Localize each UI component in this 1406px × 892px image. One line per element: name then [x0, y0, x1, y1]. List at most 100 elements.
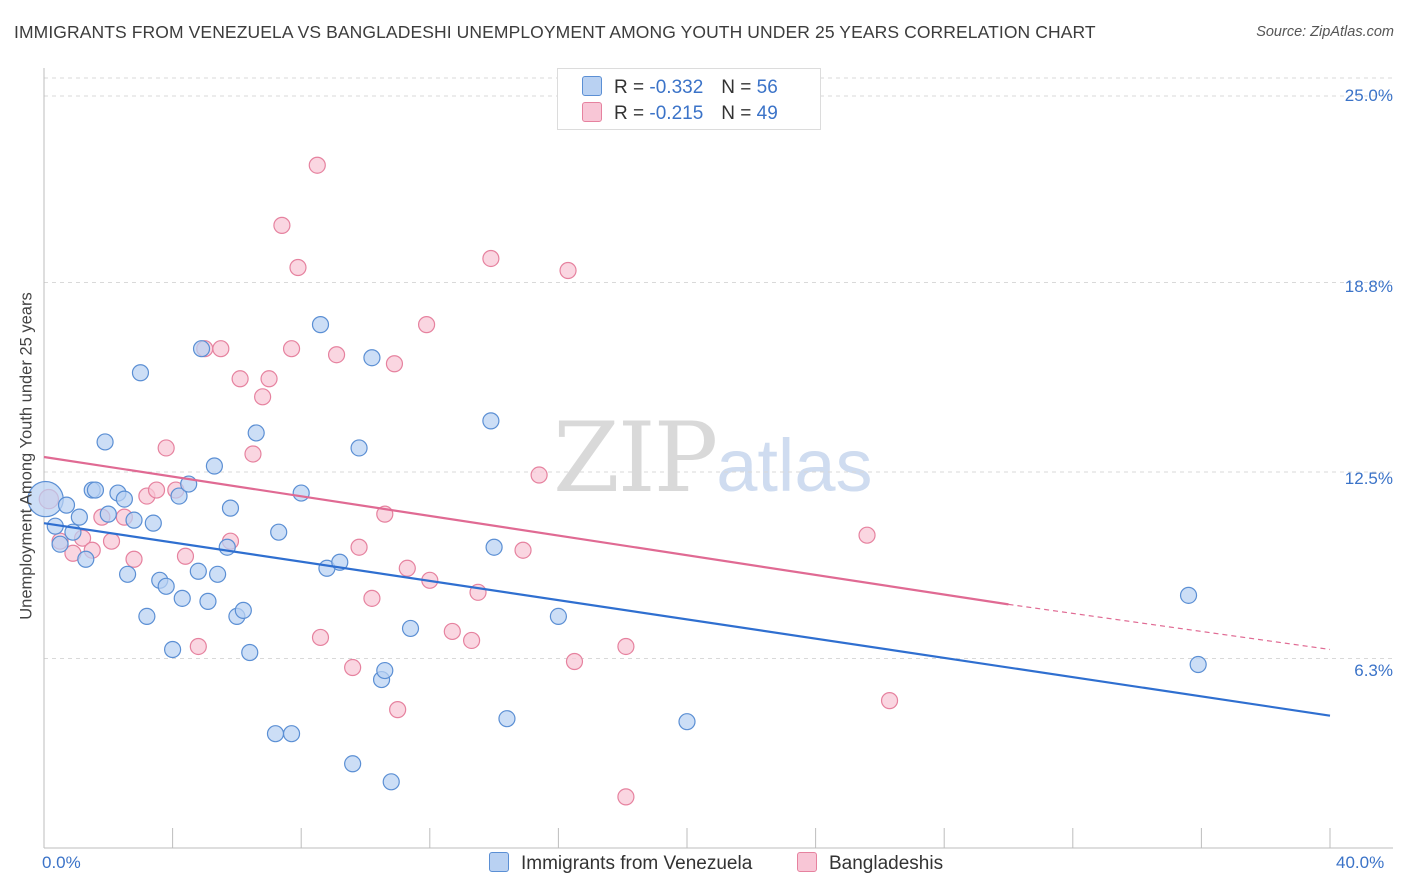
bangladeshis-point [559, 261, 577, 280]
venezuela-point [266, 725, 285, 743]
venezuela-point [86, 481, 105, 499]
bangladeshis-point [858, 526, 876, 544]
venezuela-point [498, 710, 516, 728]
bangladeshis-point [617, 788, 635, 806]
venezuela-point [234, 601, 252, 619]
legend-r-label: R = [614, 103, 645, 124]
x-tick-label-max: 40.0% [1336, 853, 1385, 872]
venezuela-point [363, 349, 381, 367]
legend-row-bangladeshis: R = -0.215 N = 49 [582, 102, 778, 126]
venezuela-trend-line [43, 522, 1331, 717]
bangladeshis-point [385, 355, 404, 373]
bangladeshis-point [231, 370, 249, 388]
venezuela-point [170, 487, 188, 505]
pink-swatch-icon [582, 102, 602, 122]
legend-n-value: 56 [756, 77, 778, 98]
legend-n-label: N = [721, 77, 752, 98]
bangladeshis-point [260, 370, 278, 388]
venezuela-point [125, 511, 143, 529]
venezuela-point [51, 535, 69, 553]
bangladeshis-trend-line [43, 455, 1009, 606]
x-tick-label-min: 0.0% [42, 853, 81, 872]
venezuela-point [344, 755, 362, 773]
bangladeshis-point [617, 637, 635, 656]
series-legend-bangladeshis: Bangladeshis [797, 852, 943, 875]
bangladeshis-point [514, 541, 532, 559]
venezuela-point [164, 640, 182, 659]
bangladeshis-point [344, 658, 362, 677]
bangladeshis-point [462, 631, 481, 650]
bangladeshis-point [189, 637, 207, 656]
venezuela-point [270, 523, 288, 541]
pink-swatch-icon [797, 852, 817, 872]
venezuela-point [189, 562, 207, 580]
bangladeshis-point [289, 258, 307, 277]
trend-lines [43, 455, 1331, 717]
legend-r-label: R = [614, 77, 645, 98]
bangladeshis-point [327, 346, 346, 364]
venezuela-point [247, 424, 265, 442]
legend-n-value: 49 [756, 103, 778, 124]
venezuela-point [144, 514, 162, 532]
source-credit: Source: ZipAtlas.com [1256, 24, 1394, 40]
venezuela-point [173, 589, 191, 607]
venezuela-point [382, 773, 400, 791]
venezuela-point [115, 490, 133, 508]
venezuela-point [401, 619, 420, 638]
venezuela-point [199, 592, 217, 610]
bangladeshis-point [254, 388, 272, 406]
venezuela-point [292, 484, 310, 502]
bangladeshis-point [417, 316, 436, 334]
watermark-atlas: atlas [716, 424, 873, 507]
venezuela-point [157, 577, 175, 595]
watermark: ZIPatlas [553, 402, 873, 514]
bangladeshis-point [565, 652, 584, 671]
bangladeshis-point [102, 532, 121, 550]
bangladeshis-point [273, 216, 291, 234]
venezuela-point [1189, 655, 1207, 674]
venezuela-point [376, 661, 394, 680]
venezuela-point [138, 607, 156, 625]
venezuela-point [482, 412, 500, 430]
grid-lines [44, 77, 1393, 660]
y-axis-label: Unemployment Among Youth under 25 years [17, 292, 36, 620]
venezuela-point [70, 508, 88, 526]
venezuela-point [549, 607, 568, 625]
bangladeshis-point [157, 439, 175, 457]
venezuela-point [77, 550, 95, 568]
venezuela-point [218, 538, 236, 556]
chart-title: IMMIGRANTS FROM VENEZUELA VS BANGLADESHI… [14, 22, 1096, 42]
blue-swatch-icon [489, 852, 509, 872]
bangladeshis-point [147, 481, 166, 499]
venezuela-point [205, 457, 223, 475]
venezuela-point [118, 565, 137, 583]
bangladeshis-point [389, 701, 407, 719]
legend-r-value: -0.332 [649, 77, 704, 98]
venezuela-point [57, 496, 76, 514]
venezuela-point [1179, 586, 1198, 604]
legend-n-label: N = [721, 103, 752, 124]
blue-swatch-icon [582, 76, 602, 96]
venezuela-point [192, 340, 211, 358]
bangladeshis-point [311, 628, 330, 647]
series-legend-venezuela: Immigrants from Venezuela [489, 852, 752, 875]
venezuela-point [99, 505, 117, 523]
bangladeshis-point [125, 550, 143, 568]
venezuela-point [131, 364, 150, 382]
bangladeshis-point [212, 340, 230, 358]
venezuela-point [241, 643, 259, 662]
series-name: Bangladeshis [829, 853, 944, 874]
bangladeshis-point [530, 466, 548, 484]
venezuela-point [96, 433, 114, 451]
series-name: Immigrants from Venezuela [521, 853, 753, 874]
venezuela-point [221, 499, 240, 517]
bangladeshis-trend-extension [1008, 603, 1331, 651]
y-tick-label: 25.0% [1344, 86, 1393, 105]
y-tick-label: 12.5% [1344, 469, 1393, 488]
bangladeshis-point [443, 622, 461, 641]
venezuela-points [27, 316, 1207, 791]
venezuela-point [678, 713, 696, 731]
watermark-zip: ZIP [553, 402, 718, 514]
venezuela-point [282, 725, 301, 743]
